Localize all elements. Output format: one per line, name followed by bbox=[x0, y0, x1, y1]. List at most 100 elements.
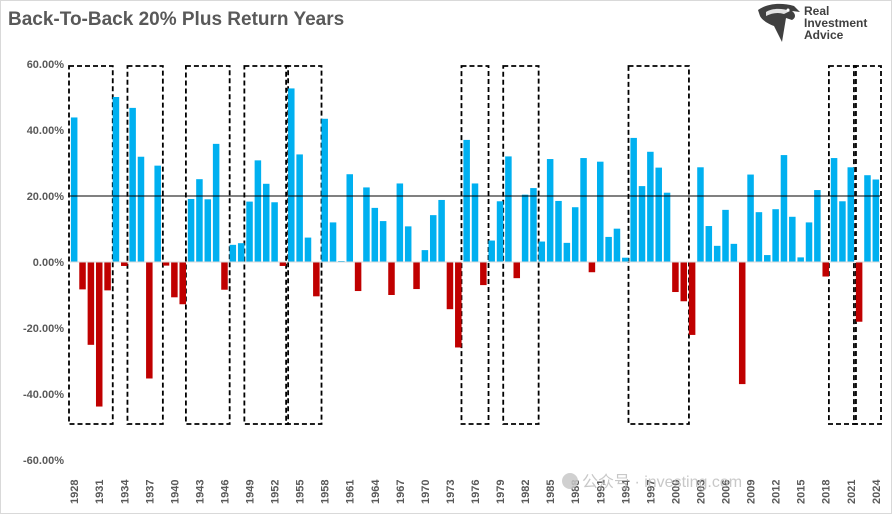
x-tick-label: 2015 bbox=[796, 480, 808, 504]
bar bbox=[237, 243, 245, 262]
bar bbox=[371, 207, 379, 262]
x-tick-label: 1994 bbox=[620, 479, 632, 504]
x-tick-label: 1937 bbox=[144, 480, 156, 504]
bar bbox=[672, 262, 679, 293]
bar bbox=[571, 207, 579, 262]
bar bbox=[538, 241, 546, 262]
x-tick-label: 1982 bbox=[520, 480, 532, 504]
bar bbox=[830, 158, 838, 262]
bar bbox=[87, 262, 95, 345]
bar bbox=[680, 262, 688, 302]
bar bbox=[647, 151, 654, 262]
bar bbox=[221, 262, 228, 290]
bar bbox=[70, 117, 78, 263]
bar bbox=[346, 174, 353, 262]
bar bbox=[296, 154, 303, 262]
bar bbox=[638, 186, 646, 262]
bar bbox=[713, 245, 721, 262]
bar bbox=[814, 190, 821, 262]
x-tick-label: 1991 bbox=[595, 480, 607, 504]
wechat-icon bbox=[562, 473, 578, 489]
bar bbox=[605, 236, 612, 262]
bar bbox=[438, 199, 445, 262]
x-tick-label: 1928 bbox=[69, 480, 81, 504]
bar bbox=[413, 262, 420, 290]
bar bbox=[421, 250, 429, 262]
bar bbox=[104, 262, 111, 291]
x-tick-label: 1949 bbox=[245, 480, 257, 504]
bar bbox=[513, 262, 521, 279]
logo-line-1: Real bbox=[804, 4, 830, 18]
x-tick-label: 1964 bbox=[370, 479, 382, 504]
bar bbox=[246, 201, 253, 262]
bar bbox=[162, 262, 170, 266]
bar bbox=[688, 262, 696, 335]
bar bbox=[797, 257, 804, 262]
y-tick-label: 60.00% bbox=[27, 59, 65, 71]
bar bbox=[855, 262, 863, 322]
bar bbox=[329, 222, 337, 262]
x-tick-label: 1958 bbox=[320, 480, 332, 504]
bar bbox=[655, 167, 662, 262]
bar bbox=[154, 165, 161, 262]
y-tick-label: -60.00% bbox=[23, 455, 64, 467]
bar bbox=[95, 262, 103, 407]
x-tick-label: 1934 bbox=[119, 479, 131, 504]
bar bbox=[772, 209, 779, 262]
bar bbox=[471, 183, 479, 262]
bar bbox=[313, 262, 320, 297]
x-tick-label: 1940 bbox=[169, 480, 181, 504]
bar bbox=[129, 107, 136, 262]
bar bbox=[196, 179, 203, 262]
x-tick-label: 1946 bbox=[219, 480, 231, 504]
highlight-box bbox=[627, 65, 690, 425]
x-tick-label: 1961 bbox=[345, 480, 357, 504]
x-tick-label: 2009 bbox=[746, 480, 758, 504]
bar bbox=[354, 262, 362, 292]
bar bbox=[146, 262, 153, 379]
x-tick-label: 1955 bbox=[295, 480, 307, 504]
logo-line-2: Investment bbox=[804, 16, 868, 30]
bar bbox=[379, 221, 387, 262]
bar bbox=[663, 192, 671, 262]
bar bbox=[697, 167, 704, 262]
bar bbox=[705, 226, 713, 262]
bar bbox=[613, 228, 621, 262]
bar bbox=[488, 240, 495, 262]
x-tick-label: 1979 bbox=[495, 480, 507, 504]
x-tick-label: 1943 bbox=[194, 480, 206, 504]
bar bbox=[822, 262, 829, 277]
chart-title: Back-To-Back 20% Plus Return Years bbox=[8, 9, 345, 30]
x-tick-label: 1997 bbox=[645, 480, 657, 504]
bar bbox=[254, 160, 262, 262]
x-tick-label: 1976 bbox=[470, 480, 482, 504]
bar bbox=[79, 262, 86, 290]
bar bbox=[521, 194, 529, 262]
bar bbox=[463, 139, 470, 262]
bar bbox=[262, 183, 270, 262]
bar bbox=[764, 255, 771, 262]
highlight-box bbox=[185, 65, 231, 425]
bar bbox=[839, 201, 846, 262]
bar bbox=[321, 118, 328, 262]
bar bbox=[271, 202, 278, 262]
bar bbox=[304, 237, 312, 262]
x-tick-label: 1985 bbox=[545, 480, 557, 504]
bar bbox=[388, 262, 395, 295]
bar bbox=[363, 187, 370, 262]
x-tick-label: 2018 bbox=[821, 480, 833, 504]
bar bbox=[555, 200, 562, 262]
watermark-text: 公众号 · investing.com bbox=[582, 474, 743, 491]
x-tick-label: 2024 bbox=[871, 479, 883, 504]
bar bbox=[546, 159, 554, 262]
bar bbox=[480, 262, 487, 286]
y-tick-label: 0.00% bbox=[33, 257, 64, 269]
bar bbox=[455, 262, 462, 348]
bar bbox=[755, 212, 763, 262]
bar bbox=[121, 262, 128, 266]
bar bbox=[864, 175, 871, 262]
y-tick-label: 40.00% bbox=[27, 125, 65, 137]
bar bbox=[112, 97, 120, 262]
bar bbox=[187, 198, 195, 262]
